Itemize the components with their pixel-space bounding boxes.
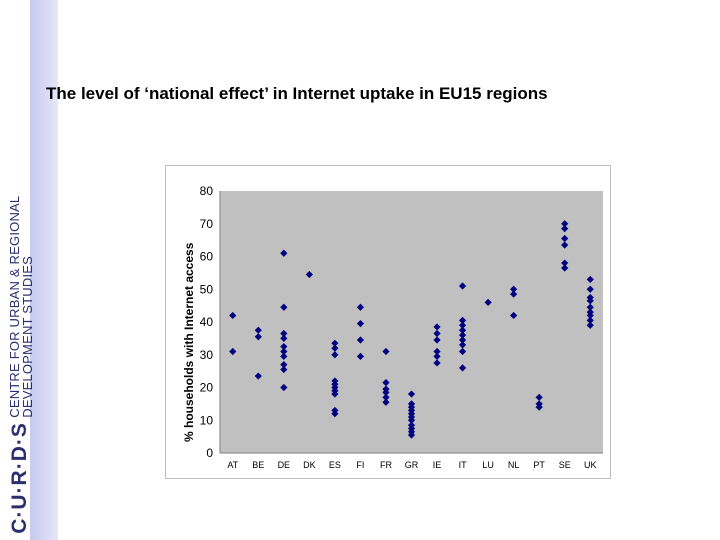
x-category-label: LU <box>482 460 494 470</box>
curds-name: CENTRE FOR URBAN & REGIONAL DEVELOPMENT … <box>7 196 35 419</box>
x-category-label: DK <box>303 460 316 470</box>
data-point <box>561 234 569 243</box>
x-category-label: FR <box>380 460 392 470</box>
data-point <box>229 311 237 320</box>
data-point <box>280 342 288 351</box>
curds-name-line2: DEVELOPMENT STUDIES <box>20 256 35 419</box>
x-category-label: AT <box>227 460 238 470</box>
data-point <box>433 336 441 344</box>
x-category-label: NL <box>508 460 520 470</box>
data-point <box>586 303 594 311</box>
data-point <box>433 352 441 360</box>
data-point <box>407 431 416 439</box>
data-point <box>586 275 594 284</box>
data-point <box>331 351 339 359</box>
data-point <box>561 225 569 233</box>
y-tick-label: 80 <box>200 184 214 198</box>
y-tick-label: 30 <box>200 348 214 362</box>
y-axis-label: % households with Internet access <box>182 242 196 442</box>
x-category-label: UK <box>584 460 597 470</box>
curds-logo: C·U·R·D·S <box>8 422 31 534</box>
x-category-label: GR <box>405 460 419 470</box>
scatter-chart: 0 10 20 30 40 50 60 70 80 AT BE DE DK ES FI FR GR IE IT LU… <box>182 184 603 470</box>
data-point <box>382 393 390 401</box>
x-category-labels: AT BE DE DK ES FI FR GR IE IT LU NL PT SE UK <box>227 460 596 470</box>
data-point <box>586 285 594 293</box>
data-point <box>458 341 467 349</box>
y-tick-label: 60 <box>200 250 214 264</box>
y-tick-label: 10 <box>200 413 214 427</box>
y-tick-labels: 0 10 20 30 40 50 60 70 80 <box>200 184 214 460</box>
data-point <box>458 326 467 334</box>
data-point <box>535 403 543 411</box>
data-point <box>280 383 288 392</box>
chart-frame: 0 10 20 30 40 50 60 70 80 AT BE DE DK ES FI FR GR IE IT LU… <box>165 165 611 479</box>
curds-brand: C·U·R·D·S CENTRE FOR URBAN & REGIONAL DE… <box>7 196 35 534</box>
data-point <box>254 326 262 334</box>
data-point <box>535 393 543 401</box>
x-category-label: ES <box>329 460 341 470</box>
data-point <box>407 390 416 398</box>
y-tick-label: 50 <box>200 282 214 296</box>
sidebar-band: C·U·R·D·S CENTRE FOR URBAN & REGIONAL DE… <box>0 0 58 540</box>
x-category-label: IT <box>459 460 468 470</box>
data-point <box>484 298 492 306</box>
data-point <box>586 316 594 324</box>
data-point <box>586 311 594 320</box>
data-point <box>407 416 416 424</box>
y-tick-label: 40 <box>200 315 214 329</box>
data-point <box>510 290 518 298</box>
x-category-label: PT <box>533 460 545 470</box>
data-point <box>561 241 569 249</box>
x-category-label: IE <box>433 460 442 470</box>
data-point <box>458 336 467 344</box>
y-tick-label: 0 <box>206 446 213 460</box>
x-category-label: DE <box>278 460 291 470</box>
data-point <box>382 398 390 406</box>
data-point <box>586 297 594 305</box>
x-category-label: FI <box>356 460 364 470</box>
x-category-label: BE <box>252 460 264 470</box>
x-category-label: SE <box>559 460 571 470</box>
data-point <box>586 321 594 329</box>
data-point <box>561 220 569 228</box>
data-point <box>433 359 441 367</box>
data-point <box>458 316 467 324</box>
y-tick-label: 20 <box>200 381 214 395</box>
y-tick-label: 70 <box>200 217 214 231</box>
data-point <box>280 334 288 342</box>
data-point <box>510 285 518 293</box>
data-point <box>510 311 518 320</box>
slide-title: The level of ‘national effect’ in Intern… <box>46 84 548 103</box>
